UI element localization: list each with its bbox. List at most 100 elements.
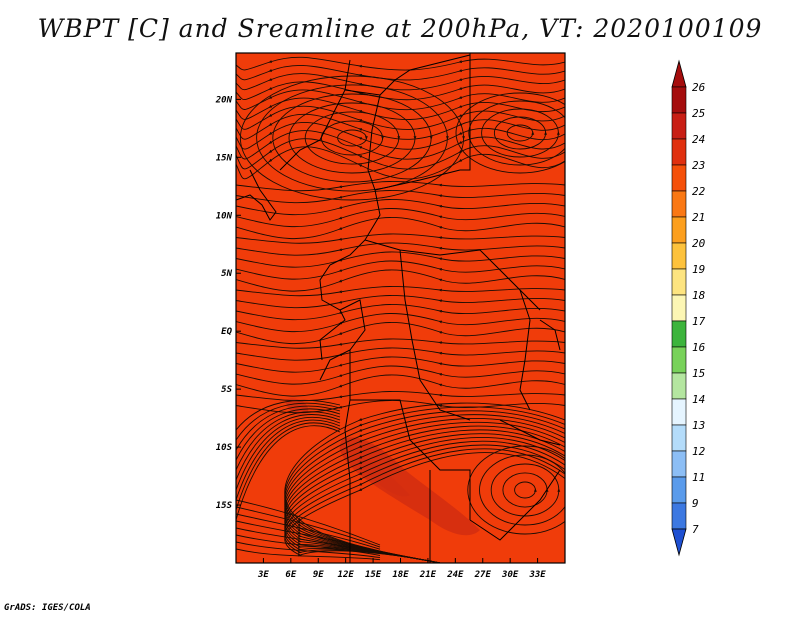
x-tick-label: 33E xyxy=(528,570,546,580)
colorbar-label: 24 xyxy=(692,133,705,146)
streamline xyxy=(236,347,565,361)
colorbar-swatch xyxy=(671,268,687,296)
colorbar: 26 25 24 23 22 21 20 19 18 17 16 15 14 13 12 11 9 7 xyxy=(671,59,706,557)
streamline xyxy=(236,527,381,554)
border-line xyxy=(236,169,277,221)
colorbar-swatch xyxy=(671,190,687,218)
streamline xyxy=(236,419,341,501)
streamline xyxy=(455,92,565,174)
colorbar-label: 7 xyxy=(692,523,699,536)
colorbar-label: 13 xyxy=(692,419,705,432)
streamline xyxy=(236,408,341,461)
streamline xyxy=(236,269,565,292)
streamline xyxy=(236,534,381,556)
streamline xyxy=(236,541,381,559)
border-line xyxy=(469,469,561,541)
colorbar-swatch xyxy=(671,86,687,114)
streamline xyxy=(236,260,565,280)
streamline xyxy=(493,116,548,150)
colorbar-label: 22 xyxy=(692,185,706,198)
colorbar-swatch xyxy=(671,476,687,504)
x-tick-label: 24E xyxy=(446,570,464,580)
country-borders xyxy=(236,53,561,563)
x-tick-label: 18E xyxy=(392,570,409,580)
streamline xyxy=(304,111,401,165)
streamline xyxy=(320,120,385,156)
y-tick-label: 5N xyxy=(221,269,232,279)
warm-patch xyxy=(358,455,410,497)
streamline xyxy=(236,365,565,385)
streamline xyxy=(236,422,341,511)
streamline xyxy=(236,322,565,345)
streamline xyxy=(236,425,341,521)
streamline xyxy=(236,374,565,397)
y-tick-label: 10N xyxy=(216,211,233,221)
colorbar-label: 15 xyxy=(692,367,705,380)
streamline xyxy=(236,411,341,471)
streamline xyxy=(236,520,381,552)
colorbar-swatch xyxy=(671,502,687,530)
border-line xyxy=(319,309,346,361)
colorbar-label: 9 xyxy=(692,497,699,510)
border-line xyxy=(399,249,471,421)
streamline xyxy=(236,217,565,240)
colorbar-label: 25 xyxy=(692,107,705,120)
streamline xyxy=(256,84,449,192)
streamline xyxy=(236,199,565,216)
streamline xyxy=(467,445,565,535)
streamline xyxy=(236,548,381,561)
streamline xyxy=(236,506,381,548)
colorbar-label: 16 xyxy=(692,341,706,354)
colorbar-top-arrow xyxy=(671,59,687,88)
border-line xyxy=(329,94,381,266)
streamline xyxy=(236,304,565,321)
streamline xyxy=(236,56,565,71)
streamline xyxy=(236,513,381,550)
streamline xyxy=(337,129,368,147)
streamline xyxy=(236,356,565,373)
colorbar-swatch xyxy=(671,112,687,140)
colorbar-swatch xyxy=(671,346,687,374)
y-tick-label: EQ xyxy=(221,327,232,337)
streamline xyxy=(236,251,565,268)
border-line xyxy=(539,319,561,351)
streamline xyxy=(236,242,565,256)
streamline xyxy=(514,481,537,499)
streamline xyxy=(236,414,341,481)
streamline xyxy=(236,146,565,180)
colorbar-bottom-arrow xyxy=(671,528,687,557)
streamline xyxy=(236,286,565,297)
colorbar-label: 12 xyxy=(692,445,706,458)
streamline xyxy=(272,93,433,183)
colorbar-label: 18 xyxy=(692,289,706,302)
colorbar-swatch xyxy=(671,242,687,270)
colorbar-label: 17 xyxy=(692,315,706,328)
y-tick-label: 15N xyxy=(216,153,233,163)
x-tick-label: 27E xyxy=(474,570,492,580)
streamline xyxy=(236,338,565,349)
colorbar-label: 21 xyxy=(692,211,705,224)
streamline xyxy=(236,391,565,402)
credit-label: GrADS: IGES/COLA xyxy=(4,603,91,613)
colorbar-swatch xyxy=(671,164,687,192)
border-line xyxy=(344,54,471,96)
border-line xyxy=(519,289,531,411)
streamline xyxy=(236,295,565,309)
streamline xyxy=(481,108,560,158)
x-tick-label: 9E xyxy=(313,570,324,580)
streamline xyxy=(236,181,565,192)
x-tick-label: 3E xyxy=(257,570,269,580)
colorbar-swatch xyxy=(671,372,687,400)
colorbar-label: 20 xyxy=(692,237,706,250)
colorbar-swatch xyxy=(671,450,687,478)
colorbar-swatch xyxy=(671,398,687,426)
streamline xyxy=(236,233,565,244)
streamline xyxy=(236,405,341,451)
border-line xyxy=(460,53,471,171)
chart-title: WBPT [C] and Sreamline at 200hPa, VT: 20… xyxy=(37,14,763,43)
colorbar-swatch xyxy=(671,138,687,166)
border-line xyxy=(499,419,561,446)
streamline xyxy=(236,399,341,431)
colorbar-swatch xyxy=(671,216,687,244)
